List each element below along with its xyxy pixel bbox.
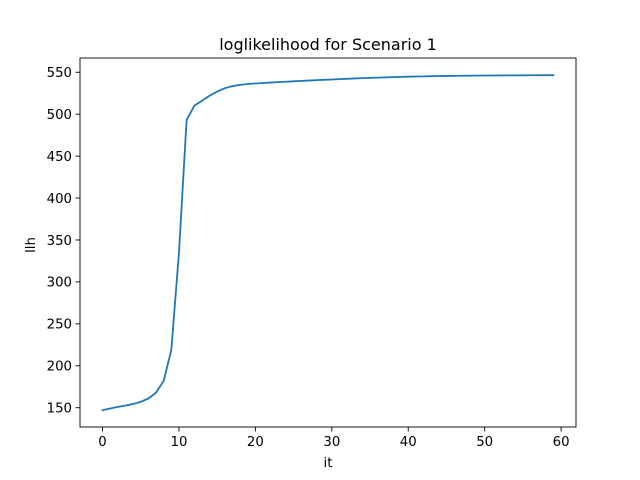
x-tick-label: 10: [171, 435, 188, 450]
y-tick-label: 450: [47, 150, 72, 165]
y-tick-label: 150: [47, 402, 72, 417]
y-tick-label: 500: [47, 108, 72, 123]
y-tick-label: 350: [47, 234, 72, 249]
plot-area: 0 10 20 30 40 50 60 150 200 250 300 350 400 450 500 550: [47, 57, 577, 450]
x-tick-label: 30: [323, 435, 340, 450]
x-tick-label: 50: [476, 435, 493, 450]
x-tick-label: 0: [98, 435, 106, 450]
y-tick-label: 200: [47, 360, 72, 375]
x-tick-label: 40: [400, 435, 417, 450]
y-tick-label: 300: [47, 276, 72, 291]
x-tick-label: 20: [247, 435, 264, 450]
y-tick-label: 250: [47, 318, 72, 333]
chart-title: loglikelihood for Scenario 1: [219, 35, 437, 54]
y-axis-label: llh: [24, 237, 39, 253]
axes-frame: [79, 57, 577, 428]
y-tick-label: 550: [47, 66, 72, 81]
x-tick-label: 60: [553, 435, 570, 450]
series-line-0: [101, 74, 555, 412]
x-axis-label: it: [324, 456, 333, 471]
y-tick-label: 400: [47, 192, 72, 207]
